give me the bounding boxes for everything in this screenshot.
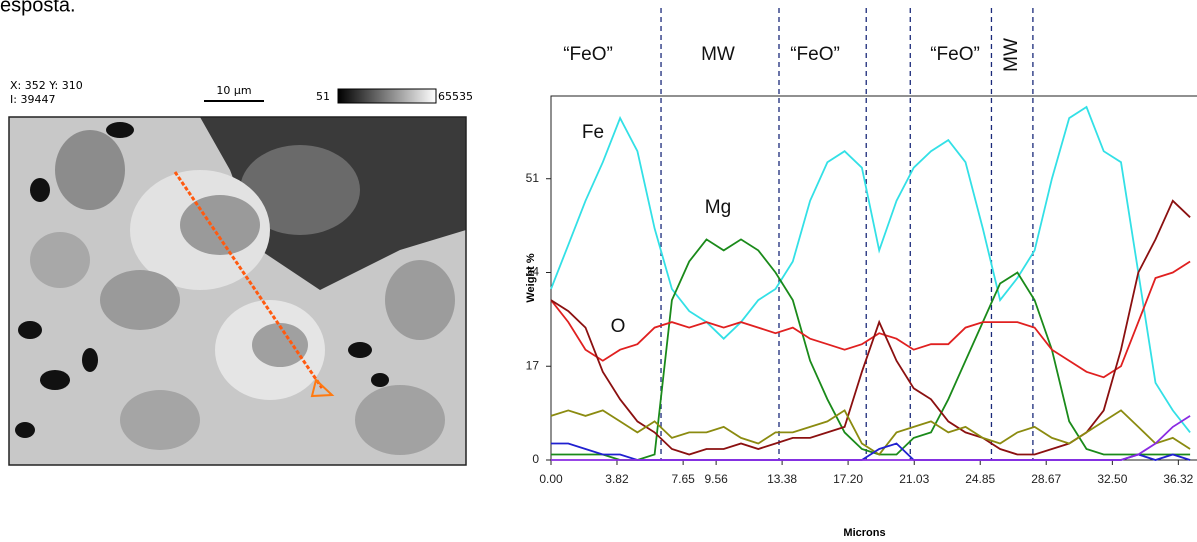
coords: X: 352 Y: 310 (10, 79, 83, 92)
x-tick-label: 0.00 (539, 472, 563, 486)
x-tick-label: 13.38 (767, 472, 797, 486)
scan-line (173, 171, 324, 389)
region-label: MW (1001, 38, 1022, 72)
x-tick-label: 21.03 (899, 472, 929, 486)
scale-bar-label: 10 µm (216, 84, 251, 97)
intensity: I: 39447 (10, 93, 55, 106)
x-tick-label: 36.32 (1163, 472, 1193, 486)
x-axis-label: Microns (843, 527, 885, 539)
series-line (551, 238, 1191, 461)
series-line (550, 105, 1191, 433)
series-line (550, 199, 1191, 456)
series-label: O (611, 316, 626, 337)
y-axis-label: Weight % (525, 253, 537, 303)
header-fragment: esposta. (0, 0, 76, 16)
x-tick-label: 7.65 (671, 472, 695, 486)
scan-arrowhead (310, 378, 335, 398)
y-tick-label: 17 (526, 358, 540, 372)
x-tick-label: 28.67 (1031, 472, 1061, 486)
x-tick-label: 9.56 (704, 472, 728, 486)
y-tick-label: 0 (532, 452, 539, 466)
gray-bar (337, 88, 437, 104)
series-label: Mg (705, 197, 731, 218)
range-min: 51 (316, 90, 330, 103)
sem-image (9, 117, 466, 465)
plot-frame (550, 95, 1197, 461)
region-label: “FeO” (790, 44, 840, 65)
region-label: “FeO” (930, 44, 980, 65)
region-label: “FeO” (563, 44, 613, 65)
series-label: Fe (582, 122, 604, 143)
y-tick-label: 34 (526, 265, 540, 279)
series-line (550, 260, 1191, 379)
line-chart: 0 17 34 51 0.00 3.82 7.65 9.56 13.38 17.20 21.03 24… (525, 8, 1197, 539)
region-label: MW (701, 44, 735, 65)
x-tick-label: 3.82 (605, 472, 629, 486)
x-tick-label: 24.85 (965, 472, 995, 486)
sem-panel: X: 352 Y: 310 I: 39447 10 µm 51 65535 (8, 79, 473, 466)
x-tick-label: 17.20 (833, 472, 863, 486)
series-line (550, 409, 1191, 456)
y-tick-label: 51 (526, 171, 540, 185)
series-line (551, 415, 1191, 461)
range-max: 65535 (438, 90, 473, 103)
x-tick-label: 32.50 (1097, 472, 1127, 486)
